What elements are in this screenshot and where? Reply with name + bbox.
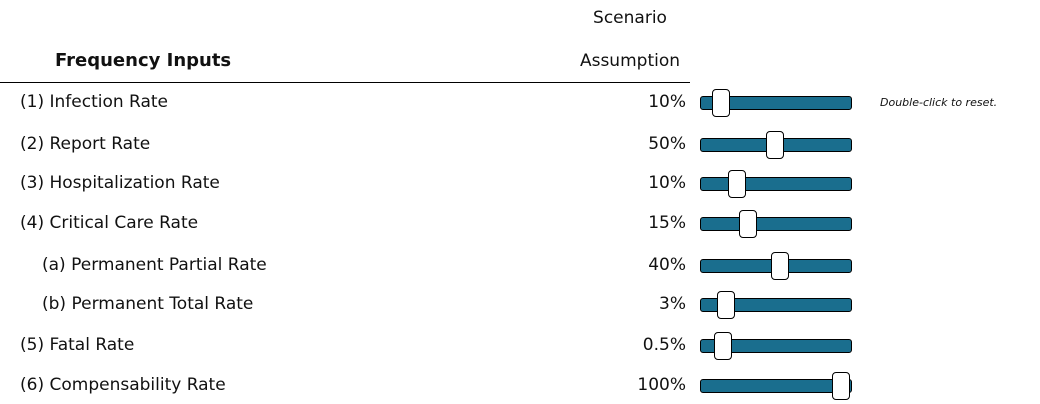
row-value: 0.5% [642,335,686,355]
slider-track[interactable] [700,298,852,312]
hint: Double-click to reset. [880,96,998,109]
row-value: 10% [648,173,686,193]
column-header: Scenario [593,8,667,28]
row-label: (1) Infection Rate [20,92,169,112]
slider-track[interactable] [700,217,852,231]
row-value: 100% [637,375,686,395]
slider-thumb[interactable] [714,332,732,360]
column-header: Assumption [579,51,681,71]
slider-thumb[interactable] [771,252,789,280]
slider-thumb[interactable] [739,210,757,238]
row-value: 3% [659,294,686,314]
slider-thumb[interactable] [766,131,784,159]
row-value: 40% [648,255,686,275]
slider-track[interactable] [700,177,852,191]
slider-thumb[interactable] [832,372,850,400]
slider-track[interactable] [700,379,852,393]
row-label: (6) Compensability Rate [20,375,226,395]
row-label: (5) Fatal Rate [20,335,135,355]
row-value: 10% [648,92,686,112]
slider-thumb[interactable] [717,291,735,319]
slider-track[interactable] [700,96,852,110]
divider [0,82,690,83]
slider-track[interactable] [700,339,852,353]
section-title: Frequency Inputs [55,50,232,71]
row-value: 15% [648,213,686,233]
row-label: (4) Critical Care Rate [20,213,199,233]
slider-thumb[interactable] [728,170,746,198]
row-label: (b) Permanent Total Rate [42,294,254,314]
row-value: 50% [648,134,686,154]
row-label: (2) Report Rate [20,134,151,154]
row-label: (a) Permanent Partial Rate [42,255,267,275]
row-label: (3) Hospitalization Rate [20,173,220,193]
slider-thumb[interactable] [712,89,730,117]
